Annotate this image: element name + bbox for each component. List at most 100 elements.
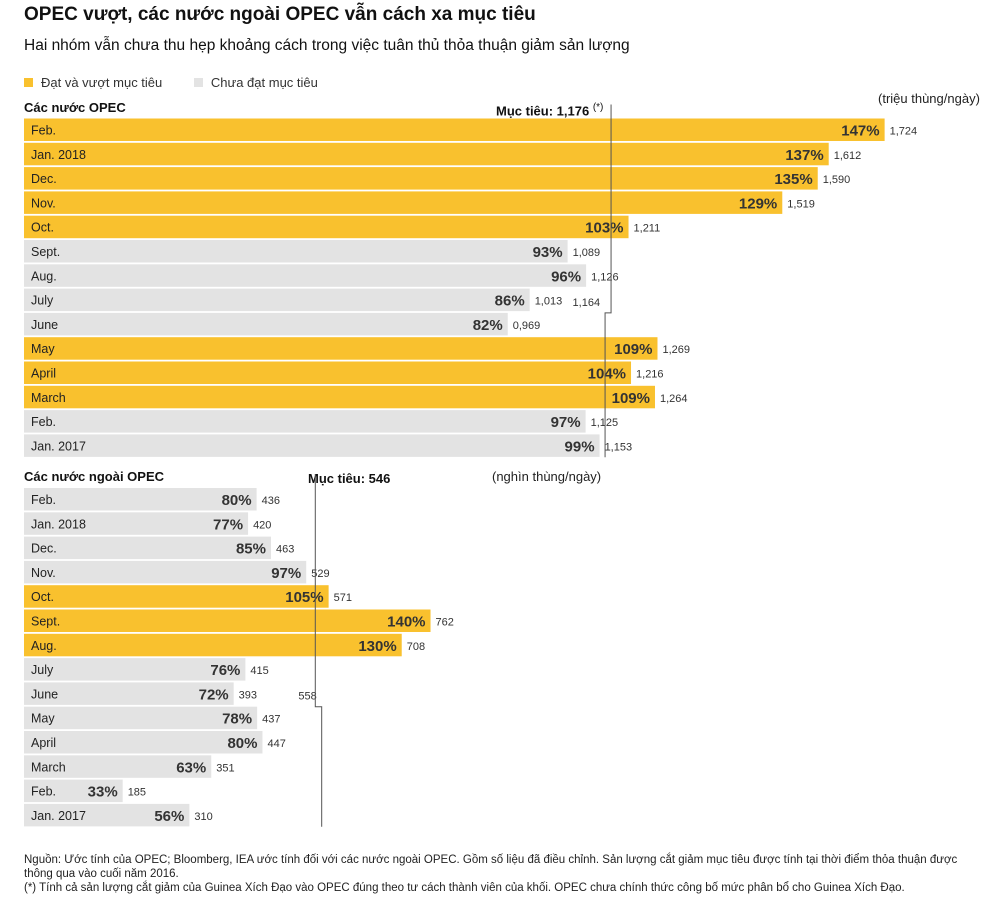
legend-item-not-met: Chưa đạt mục tiêu [193,75,318,90]
non-opec-category-label: June [31,687,58,701]
non-opec-bar [24,488,257,511]
non-opec-bar [24,560,307,584]
non-opec-value-label: 185 [128,787,146,799]
non-opec-category-label: Dec. [31,542,57,556]
opec-unit-label: (triệu thùng/ngày) [878,91,980,106]
opec-category-label: May [31,342,55,356]
non-opec-compliance-label: 80% [222,492,252,509]
non-opec-value-label: 447 [267,738,285,750]
non-opec-compliance-label: 78% [222,711,252,728]
opec-bar [24,410,586,433]
opec-compliance-label: 96% [551,268,581,285]
opec-value-label: 1,153 [605,441,633,453]
non-opec-value-label: 415 [250,665,268,677]
non-opec-unit-label: (nghìn thùng/ngày) [492,469,602,484]
chart-title: OPEC vượt, các nước ngoài OPEC vẫn cách … [24,4,536,25]
opec-value-label: 1,264 [660,393,688,405]
non-opec-target-line [314,474,323,827]
non-opec-bar [24,682,234,705]
opec-category-label: March [31,391,66,405]
opec-category-label: Nov. [31,196,56,210]
chart-subtitle: Hai nhóm vẫn chưa thu hẹp khoảng cách tr… [24,37,630,54]
opec-compliance-label: 103% [585,220,623,237]
non-opec-compliance-label: 56% [154,808,184,825]
opec-compliance-label: 97% [551,414,581,431]
non-opec-section-title: Các nước ngoài OPEC [24,469,165,484]
opec-target-label: Mục tiêu: 1,176 (*) [496,102,603,118]
opec-compliance-label: 109% [612,390,650,407]
opec-compliance-label: 93% [533,244,563,261]
non-opec-category-label: Jan. 2018 [31,517,86,531]
opec-target-line [604,104,612,458]
non-opec-value-label: 571 [334,592,352,604]
non-opec-value-label: 463 [276,544,294,556]
non-opec-compliance-label: 72% [199,686,229,703]
non-opec-category-label: Oct. [31,590,54,604]
non-opec-bar [24,755,212,778]
non-opec-target-label: Mục tiêu: 546 [308,471,391,486]
opec-value-label: 1,125 [591,417,619,429]
non-opec-compliance-label: 130% [358,638,396,655]
non-opec-bar [24,658,246,681]
non-opec-category-label: March [31,760,66,774]
non-opec-compliance-label: 97% [271,565,301,582]
non-opec-category-label: July [31,663,54,677]
non-opec-bar [24,585,329,608]
opec-category-label: Jan. 2017 [31,439,86,453]
opec-compliance-label: 104% [588,366,626,383]
non-opec-category-label: Jan. 2017 [31,809,86,823]
opec-bar [24,361,632,384]
opec-compliance-label: 99% [565,438,595,455]
legend: Đạt và vượt mục tiêu Chưa đạt mục tiêu [24,75,346,90]
non-opec-compliance-label: 80% [227,735,257,752]
opec-category-label: June [31,318,58,332]
opec-category-label: Jan. 2018 [31,148,86,162]
opec-value-label: 1,269 [662,344,690,356]
legend-swatch-not-met [193,78,203,87]
opec-value-label: 1,211 [634,223,661,235]
non-opec-category-label: May [31,712,55,726]
opec-category-label: Oct. [31,221,54,235]
opec-bar [24,264,587,287]
opec-bar [24,142,829,166]
opec-value-label: 1,089 [573,247,601,259]
opec-value-label: 1,612 [834,150,862,162]
opec-value-label: 1,724 [890,126,918,138]
non-opec-compliance-label: 85% [236,541,266,558]
opec-category-label: Feb. [31,415,56,429]
opec-bar [24,288,530,312]
non-opec-value-label: 310 [194,811,212,823]
opec-bar [24,215,629,239]
footer-source: Nguồn: Ước tính của OPEC; Bloomberg, IEA… [24,854,958,880]
non-opec-bar [24,633,402,657]
non-opec-compliance-label: 77% [213,516,243,533]
opec-category-label: Sept. [31,245,60,259]
non-opec-value-label: 351 [216,762,234,774]
opec-category-label: Dec. [31,172,57,186]
non-opec-category-label: Feb. [31,785,56,799]
opec-category-label: April [31,367,56,381]
opec-value-label: 1,013 [535,296,563,308]
opec-compliance-label: 129% [739,195,777,212]
legend-swatch-met [24,78,33,87]
non-opec-category-label: Nov. [31,566,56,580]
non-opec-value-label: 437 [262,714,280,726]
opec-target-note: (*) [592,102,604,113]
non-opec-category-label: Aug. [31,639,57,653]
non-opec-value-label: 393 [239,689,257,701]
non-opec-bar [24,609,431,632]
non-opec-compliance-label: 140% [387,614,425,631]
footer-note: (*) Tính cả sản lượng cắt giảm của Guine… [24,882,905,894]
legend-label-not-met: Chưa đạt mục tiêu [210,75,318,90]
opec-bar [24,191,783,214]
non-opec-target-step-label: 558 [298,691,316,703]
opec-bar [24,118,885,141]
opec-bar [24,312,508,336]
opec-compliance-label: 82% [473,317,503,334]
opec-value-label: 0,969 [513,320,541,332]
opec-compliance-label: 86% [495,293,525,310]
opec-value-label: 1,519 [787,198,815,210]
non-opec-compliance-label: 33% [88,784,118,801]
non-opec-category-label: Sept. [31,615,60,629]
